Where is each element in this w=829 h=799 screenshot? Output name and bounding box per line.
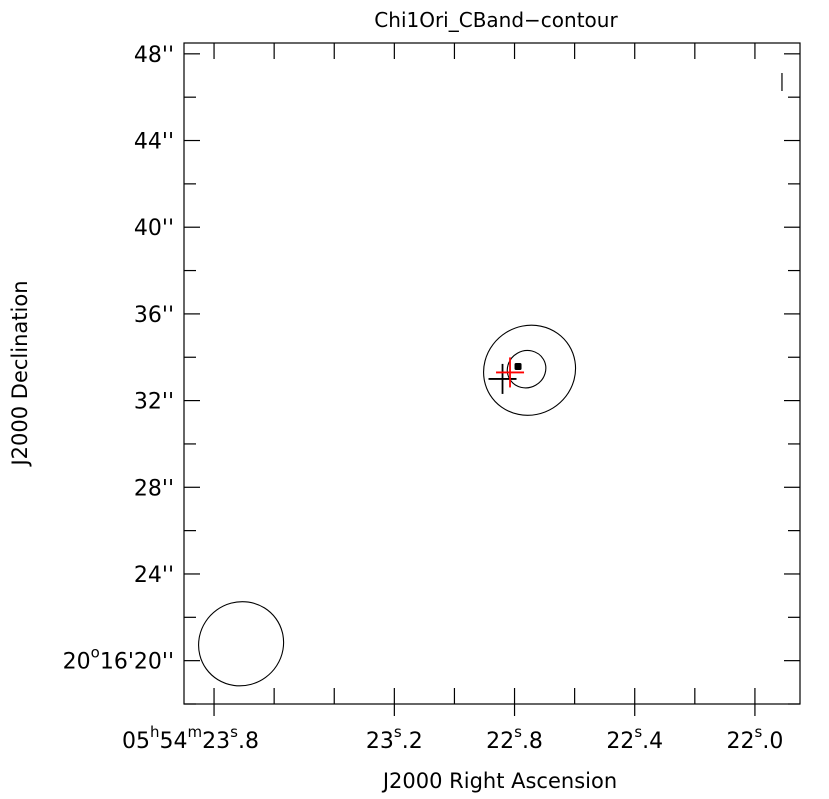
contour-middle — [506, 349, 547, 389]
x-axis-ticks — [213, 43, 756, 716]
beam-ellipse — [198, 601, 285, 687]
position-markers — [488, 73, 783, 394]
y-axis-ticks — [184, 53, 800, 705]
y-tick-label: 36'' — [134, 303, 174, 328]
plot-frame — [183, 42, 801, 705]
y-tick-label: 40'' — [134, 216, 174, 241]
beam-shape — [198, 601, 285, 687]
y-tick-label: 20o16'20'' — [63, 644, 174, 675]
contour-outer — [483, 324, 577, 416]
x-axis-tick-labels: 05h54m23s.8 23s.2 22s.8 22s.4 22s.0 — [122, 723, 783, 754]
x-tick-label: 23s.2 — [366, 723, 423, 754]
y-tick-label: 28'' — [134, 476, 174, 501]
x-tick-label: 05h54m23s.8 — [122, 723, 259, 754]
x-tick-label: 22s.4 — [606, 723, 663, 754]
chart-title: Chi1Ori_CBand−contour — [374, 8, 618, 32]
x-axis-title: J2000 Right Ascension — [381, 769, 617, 793]
x-tick-label: 22s.0 — [727, 723, 784, 754]
contour-peak — [514, 362, 522, 370]
y-axis-title: J2000 Declination — [8, 280, 32, 467]
y-tick-label: 32'' — [134, 390, 174, 415]
y-tick-label: 44'' — [134, 130, 174, 155]
y-axis-tick-labels: 20o16'20'' 24'' 28'' 32'' 36'' 40'' 44'' 48'' — [63, 43, 174, 675]
y-tick-label: 24'' — [134, 563, 174, 588]
y-tick-label: 48'' — [134, 43, 174, 68]
optical-position-marker — [488, 363, 517, 394]
x-tick-label: 22s.8 — [486, 723, 543, 754]
contour-lines — [483, 324, 577, 416]
radio-position-marker — [496, 357, 525, 388]
